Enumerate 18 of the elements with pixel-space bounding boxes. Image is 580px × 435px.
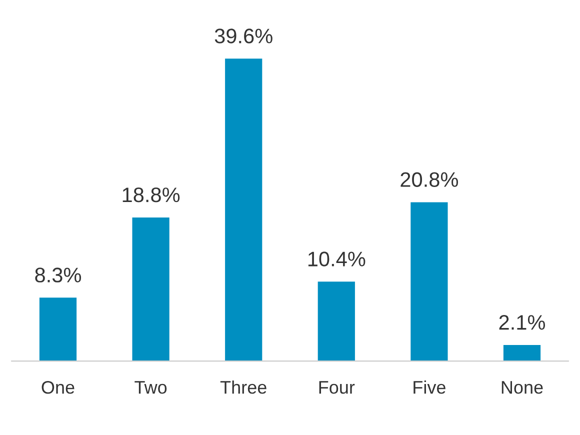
- bar: [318, 282, 355, 362]
- data-label: 39.6%: [214, 28, 272, 44]
- data-label: 10.4%: [308, 252, 366, 266]
- data-label: 18.8%: [122, 187, 180, 202]
- x-tick-label: Five: [414, 380, 446, 394]
- x-tick-label: Two: [134, 381, 167, 394]
- bar: [503, 345, 541, 362]
- x-tick-label: None: [502, 381, 543, 394]
- data-label: 2.1%: [499, 315, 546, 330]
- data-label: 20.8%: [400, 172, 458, 187]
- x-tick-label: Three: [220, 380, 266, 394]
- bar: [225, 58, 262, 362]
- bar: [132, 217, 170, 362]
- bar: [410, 202, 448, 362]
- x-tick-label: One: [42, 380, 74, 394]
- bar: [39, 298, 77, 362]
- data-label: 8.3%: [35, 268, 82, 282]
- x-tick-label: Four: [319, 381, 355, 394]
